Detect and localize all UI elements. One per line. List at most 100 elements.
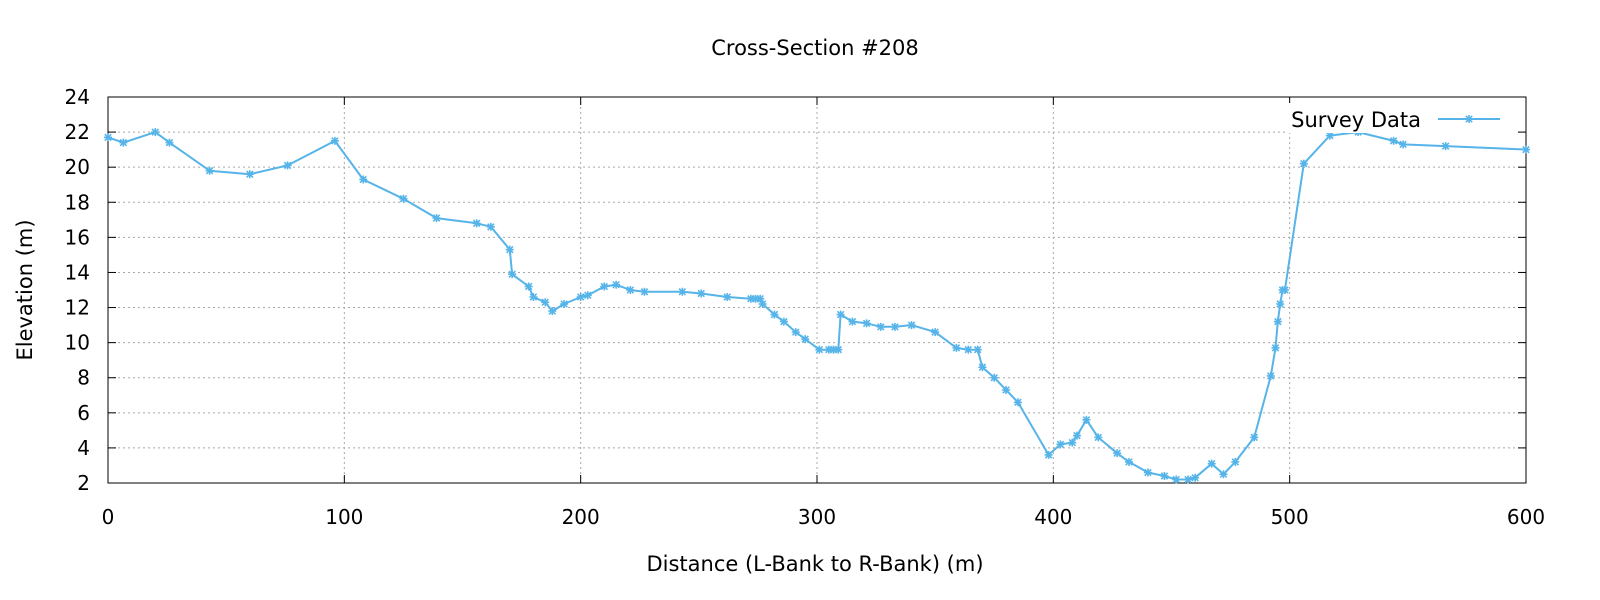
data-point	[505, 245, 514, 254]
y-tick-label: 4	[77, 436, 90, 460]
data-point	[399, 194, 408, 203]
x-tick-label: 0	[102, 505, 115, 529]
data-point	[834, 345, 843, 354]
data-point	[815, 345, 824, 354]
data-point	[964, 345, 973, 354]
data-point	[1219, 470, 1228, 479]
data-point	[758, 300, 767, 309]
y-axis-title: Elevation (m)	[13, 219, 37, 360]
data-point	[1143, 468, 1152, 477]
data-point	[524, 282, 533, 291]
x-tick-label: 100	[325, 505, 363, 529]
legend-marker-point	[1465, 115, 1473, 123]
data-point	[848, 317, 857, 326]
data-point	[245, 170, 254, 179]
legend: Survey Data	[1286, 103, 1518, 133]
data-point	[548, 307, 557, 316]
x-tick-labels: 0 100 200 300 400 500 600	[102, 505, 1545, 529]
x-tick-label: 200	[562, 505, 600, 529]
y-tick-label: 16	[65, 225, 90, 249]
y-tick-label: 6	[77, 401, 90, 425]
data-point	[907, 321, 916, 330]
data-point	[1207, 459, 1216, 468]
data-point	[1172, 475, 1181, 484]
data-point	[931, 328, 940, 337]
data-point	[1002, 386, 1011, 395]
y-tick-label: 12	[65, 296, 90, 320]
data-point	[952, 343, 961, 352]
y-tick-label: 8	[77, 366, 90, 390]
data-point	[770, 310, 779, 319]
y-tick-label: 20	[65, 155, 90, 179]
data-point	[1013, 398, 1022, 407]
data-point	[862, 319, 871, 328]
data-point	[990, 373, 999, 382]
y-tick-label: 18	[65, 190, 90, 214]
data-point	[1056, 440, 1065, 449]
data-point	[560, 300, 569, 309]
data-point	[626, 286, 635, 294]
data-point	[205, 166, 214, 175]
data-point	[1273, 317, 1282, 326]
y-tick-label: 22	[65, 120, 90, 144]
data-point	[151, 128, 160, 137]
data-point	[779, 317, 788, 326]
data-point	[678, 287, 687, 296]
data-point	[1072, 431, 1081, 440]
data-point	[1068, 438, 1077, 447]
data-point	[890, 322, 899, 331]
plot-area-border	[107, 96, 1527, 484]
data-point	[1124, 457, 1133, 466]
data-point	[583, 291, 592, 300]
data-point	[1280, 286, 1289, 294]
legend-marker-survey-data	[1465, 115, 1473, 123]
data-point	[1250, 433, 1259, 442]
x-tick-label: 500	[1271, 505, 1309, 529]
data-point	[1299, 159, 1308, 168]
data-point	[1094, 433, 1103, 442]
data-point	[640, 287, 649, 296]
data-point	[836, 310, 845, 319]
data-point	[973, 345, 982, 354]
data-point	[1276, 300, 1285, 309]
data-point	[1389, 136, 1398, 145]
legend-label-survey-data: Survey Data	[1291, 108, 1421, 132]
y-tick-label: 24	[65, 85, 90, 109]
data-point	[801, 335, 810, 344]
data-point	[876, 322, 885, 331]
x-tick-label: 600	[1507, 505, 1545, 529]
x-tick-label: 400	[1034, 505, 1072, 529]
chart-title: Cross-Section #208	[711, 36, 919, 60]
data-point	[1266, 371, 1275, 380]
data-point	[359, 175, 368, 184]
data-point	[1082, 415, 1091, 424]
data-point	[600, 282, 609, 291]
data-point	[1160, 471, 1169, 480]
data-point	[472, 219, 481, 228]
data-point	[486, 222, 495, 231]
x-axis-title: Distance (L-Bank to R-Bank) (m)	[646, 552, 983, 576]
data-point	[1271, 343, 1280, 352]
data-point	[697, 289, 706, 298]
data-point	[104, 133, 112, 142]
x-tick-label: 300	[798, 505, 836, 529]
data-point	[1113, 449, 1122, 458]
y-tick-label: 14	[65, 260, 90, 284]
data-point	[1231, 457, 1240, 466]
data-point	[432, 214, 441, 223]
series-survey-data	[104, 128, 1530, 484]
data-point	[1399, 140, 1408, 149]
data-point	[330, 136, 339, 145]
data-point	[165, 138, 174, 147]
data-point	[1441, 142, 1450, 151]
data-point	[283, 161, 292, 170]
data-point	[541, 298, 550, 307]
data-point	[723, 293, 732, 302]
data-point	[1522, 145, 1530, 154]
data-point	[508, 270, 517, 279]
data-point	[612, 280, 621, 289]
data-point	[978, 363, 987, 372]
y-tick-label: 10	[65, 331, 90, 355]
